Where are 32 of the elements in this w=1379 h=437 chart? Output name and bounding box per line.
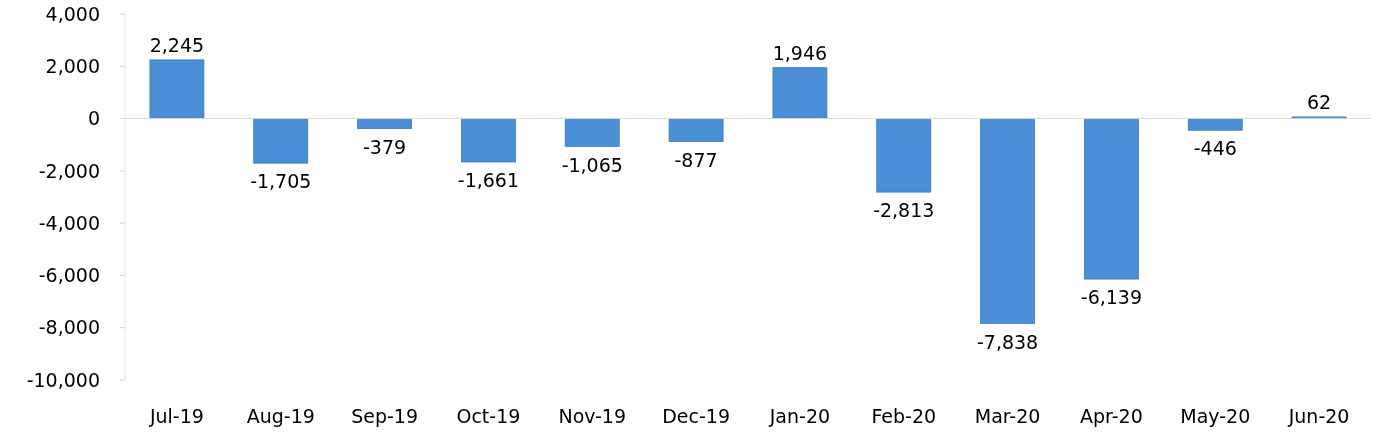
data-label: -1,065 — [561, 153, 623, 176]
data-label: -1,705 — [250, 170, 312, 193]
x-tick-label: Feb-20 — [871, 405, 937, 427]
data-label: 62 — [1306, 90, 1332, 113]
y-tick-label: -10,000 — [26, 368, 100, 391]
y-tick-label: -8,000 — [38, 316, 100, 339]
data-label: -7,838 — [976, 330, 1039, 353]
data-label: -877 — [674, 148, 718, 171]
x-tick-label: Dec-19 — [662, 405, 730, 427]
x-tick-label: Jan-20 — [768, 405, 831, 427]
data-label: 1,946 — [772, 41, 828, 64]
x-tick-label: Sep-19 — [351, 405, 419, 427]
x-tick-label: Aug-19 — [246, 405, 315, 427]
y-tick-label: -4,000 — [38, 211, 100, 234]
y-tick-label: 4,000 — [45, 2, 100, 25]
data-label: -1,661 — [457, 169, 520, 192]
y-tick-label: -6,000 — [38, 264, 100, 287]
x-tick-label: Apr-20 — [1080, 405, 1143, 427]
data-label: -446 — [1193, 137, 1237, 160]
x-tick-label: Mar-20 — [974, 405, 1041, 427]
x-tick-label: Jul-19 — [148, 405, 204, 427]
y-tick-label: 2,000 — [45, 54, 100, 77]
y-tick-label: -2,000 — [38, 159, 100, 182]
x-tick-label: Oct-19 — [456, 405, 521, 427]
y-tick-label: 0 — [87, 107, 100, 130]
x-tick-label: May-20 — [1180, 405, 1251, 427]
x-tick-label: Jun-20 — [1287, 405, 1350, 427]
x-tick-label: Nov-19 — [558, 405, 627, 427]
data-label: 2,245 — [149, 33, 205, 56]
data-label: -6,139 — [1080, 286, 1143, 309]
data-label: -2,813 — [873, 199, 935, 222]
data-label: -379 — [363, 135, 407, 158]
